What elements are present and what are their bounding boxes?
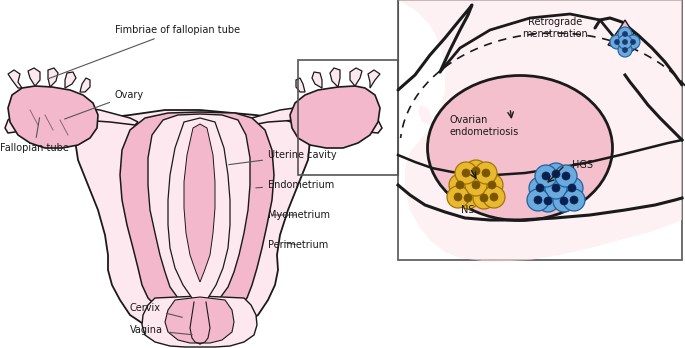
Text: menstruation: menstruation (522, 29, 588, 39)
Bar (298, 60, 398, 175)
Circle shape (465, 174, 487, 196)
Polygon shape (142, 296, 257, 347)
Text: Endometrium: Endometrium (256, 180, 334, 190)
Circle shape (542, 172, 550, 180)
Polygon shape (65, 72, 76, 88)
Circle shape (537, 190, 559, 212)
Circle shape (473, 187, 495, 209)
Circle shape (480, 194, 488, 202)
Circle shape (552, 184, 560, 192)
Circle shape (618, 35, 632, 49)
Polygon shape (184, 124, 215, 282)
Text: Cervix: Cervix (130, 303, 182, 317)
Polygon shape (330, 68, 340, 87)
Circle shape (472, 181, 480, 189)
Text: Retrograde: Retrograde (528, 17, 582, 27)
Circle shape (481, 174, 503, 196)
Circle shape (545, 177, 567, 199)
Polygon shape (75, 110, 310, 333)
Polygon shape (5, 105, 138, 133)
Circle shape (545, 163, 567, 185)
Circle shape (488, 181, 496, 189)
Text: NS: NS (461, 205, 475, 215)
Circle shape (555, 165, 577, 187)
Polygon shape (398, 0, 682, 262)
Circle shape (623, 47, 627, 53)
Polygon shape (165, 297, 234, 343)
Polygon shape (168, 118, 230, 303)
Circle shape (630, 40, 636, 45)
Text: Myometrium: Myometrium (268, 210, 330, 220)
Text: Ovary: Ovary (64, 90, 144, 119)
Circle shape (544, 197, 552, 205)
Circle shape (472, 167, 480, 175)
Circle shape (562, 172, 570, 180)
Circle shape (570, 196, 578, 204)
Circle shape (490, 193, 498, 201)
Text: endometriosis: endometriosis (450, 127, 519, 137)
Circle shape (626, 35, 640, 49)
Circle shape (465, 160, 487, 182)
Circle shape (475, 162, 497, 184)
Circle shape (623, 32, 627, 37)
Polygon shape (250, 105, 382, 133)
Polygon shape (368, 70, 380, 88)
Circle shape (536, 184, 544, 192)
Polygon shape (8, 70, 22, 88)
Circle shape (553, 190, 575, 212)
Polygon shape (28, 68, 40, 86)
Circle shape (618, 43, 632, 57)
Text: Vagina: Vagina (130, 325, 192, 335)
Circle shape (449, 174, 471, 196)
Circle shape (482, 169, 490, 177)
Circle shape (560, 197, 568, 205)
Text: Ovarian: Ovarian (450, 115, 488, 125)
Circle shape (623, 40, 627, 45)
Circle shape (464, 194, 472, 202)
Circle shape (454, 193, 462, 201)
Text: HGS: HGS (572, 160, 593, 170)
Polygon shape (290, 86, 380, 148)
Circle shape (610, 35, 624, 49)
Text: Fallopian tube: Fallopian tube (0, 118, 69, 153)
Polygon shape (120, 112, 274, 315)
Circle shape (483, 186, 505, 208)
Polygon shape (608, 20, 630, 48)
Ellipse shape (427, 76, 612, 221)
Circle shape (535, 165, 557, 187)
Circle shape (561, 177, 583, 199)
Circle shape (456, 181, 464, 189)
Circle shape (527, 189, 549, 211)
Circle shape (563, 189, 585, 211)
Circle shape (447, 186, 469, 208)
Bar (398, 0, 682, 260)
Circle shape (455, 162, 477, 184)
Polygon shape (296, 78, 305, 92)
Circle shape (552, 170, 560, 178)
Polygon shape (8, 86, 98, 148)
Circle shape (529, 177, 551, 199)
Circle shape (457, 187, 479, 209)
Circle shape (568, 184, 576, 192)
Circle shape (614, 40, 619, 45)
Circle shape (534, 196, 542, 204)
Text: Perimetrium: Perimetrium (268, 240, 328, 250)
Polygon shape (312, 72, 322, 88)
Circle shape (618, 27, 632, 41)
Polygon shape (148, 114, 250, 307)
Polygon shape (622, 33, 640, 54)
Polygon shape (48, 68, 58, 87)
Text: Fimbriae of fallopian tube: Fimbriae of fallopian tube (47, 25, 240, 79)
Polygon shape (350, 68, 362, 86)
Polygon shape (80, 78, 90, 92)
Circle shape (462, 169, 470, 177)
Text: Uterine cavity: Uterine cavity (229, 150, 336, 165)
